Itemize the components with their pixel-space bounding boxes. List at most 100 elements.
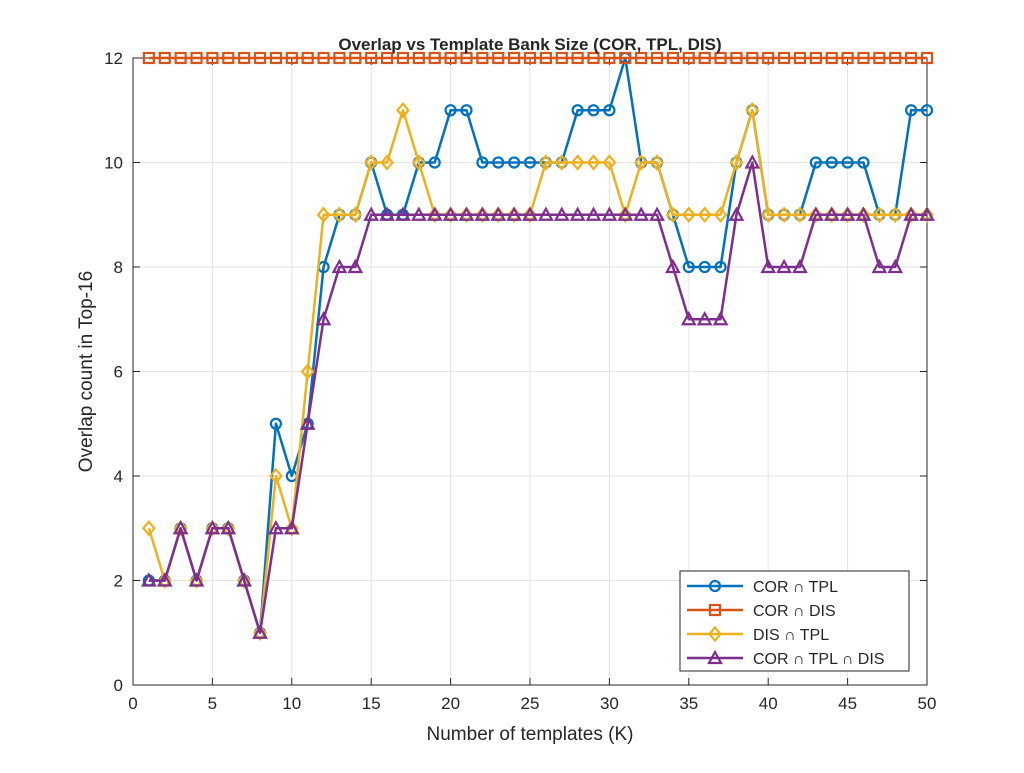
data-point	[427, 206, 442, 223]
data-point	[762, 51, 775, 65]
data-point	[156, 572, 173, 587]
data-point	[506, 206, 522, 221]
data-point	[776, 258, 792, 274]
data-point	[426, 206, 443, 221]
data-point	[634, 154, 649, 171]
data-point	[665, 258, 681, 274]
data-point	[871, 258, 888, 274]
x-axis-label: Number of templates (K)	[427, 724, 634, 745]
y-tick-label: 2	[114, 572, 123, 591]
data-point	[142, 51, 155, 65]
y-tick-label: 0	[114, 676, 123, 695]
data-point	[708, 625, 722, 643]
data-point	[714, 51, 727, 65]
data-point	[857, 156, 870, 169]
data-point	[571, 104, 584, 117]
data-point	[395, 206, 411, 221]
y-tick-label: 12	[104, 49, 123, 68]
data-point	[619, 51, 632, 65]
data-point	[904, 206, 919, 223]
data-point	[601, 206, 618, 221]
data-point	[428, 51, 441, 65]
x-tick-label: 25	[521, 694, 540, 713]
data-point	[888, 206, 903, 223]
data-point	[269, 417, 283, 430]
data-point	[508, 156, 521, 169]
data-point	[474, 206, 491, 221]
data-point	[315, 310, 332, 326]
data-point	[411, 154, 426, 171]
data-point	[331, 258, 348, 274]
data-point	[396, 102, 410, 119]
data-point	[188, 572, 205, 587]
y-tick-label: 10	[104, 154, 123, 173]
data-point	[507, 206, 522, 223]
data-point	[777, 51, 791, 65]
data-point	[252, 624, 268, 639]
data-point	[538, 154, 553, 171]
data-point	[682, 260, 695, 274]
data-point	[269, 51, 283, 65]
series-layer	[141, 51, 935, 641]
data-point	[222, 51, 235, 65]
data-point	[824, 206, 839, 223]
data-point	[476, 51, 489, 65]
data-point	[157, 572, 172, 589]
data-point	[841, 51, 854, 65]
data-point	[793, 51, 807, 65]
data-point	[665, 206, 680, 223]
data-point	[698, 51, 711, 65]
data-point	[284, 520, 299, 537]
data-point	[332, 206, 347, 223]
data-point	[458, 206, 475, 221]
series-line	[147, 109, 927, 634]
data-point	[522, 206, 538, 221]
data-point	[808, 206, 823, 223]
data-point	[443, 206, 458, 223]
x-tick-label: 40	[759, 694, 778, 713]
series	[142, 51, 934, 65]
data-point	[205, 520, 220, 537]
data-point	[809, 156, 822, 169]
data-point	[635, 51, 648, 65]
data-point	[872, 206, 887, 223]
y-tick-label: 8	[114, 258, 123, 277]
data-point	[364, 154, 379, 171]
data-point	[728, 206, 745, 221]
data-point	[141, 520, 156, 537]
data-point	[444, 51, 457, 65]
data-point	[618, 206, 633, 223]
data-point	[141, 572, 157, 587]
data-point	[697, 206, 712, 223]
data-point	[650, 154, 664, 171]
data-point	[666, 51, 680, 65]
data-point	[714, 260, 727, 274]
data-point	[492, 51, 505, 65]
data-point	[856, 206, 871, 223]
data-point	[268, 519, 284, 535]
data-point	[363, 206, 380, 221]
data-point	[920, 206, 934, 223]
data-point	[708, 603, 722, 617]
data-point	[587, 51, 600, 65]
data-point	[809, 51, 822, 65]
data-point	[253, 51, 267, 65]
data-point	[793, 206, 807, 223]
data-point	[760, 258, 777, 274]
legend-box	[679, 570, 910, 672]
data-point	[570, 154, 585, 171]
data-point	[585, 206, 602, 221]
x-tick-label: 45	[838, 694, 857, 713]
data-point	[707, 649, 723, 665]
data-point	[396, 51, 410, 65]
data-point	[919, 206, 935, 221]
data-point	[301, 51, 314, 65]
data-point	[807, 206, 824, 221]
data-point	[905, 104, 918, 117]
data-point	[571, 51, 584, 65]
data-point	[905, 51, 918, 65]
data-point	[729, 154, 744, 171]
data-point	[586, 154, 601, 171]
x-tick-label: 30	[600, 694, 619, 713]
